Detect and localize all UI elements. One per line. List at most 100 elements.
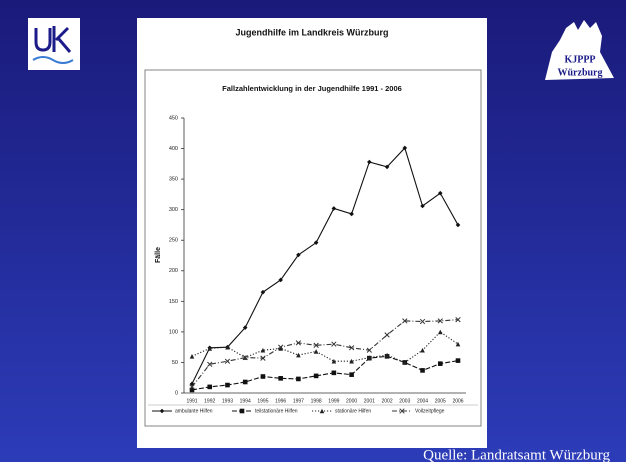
data-point <box>455 317 461 323</box>
data-point <box>455 222 461 228</box>
series-line <box>191 331 459 364</box>
x-tick-label: 2003 <box>399 398 410 404</box>
x-tick-label: 1999 <box>328 398 339 404</box>
y-tick-label: 0 <box>175 390 178 396</box>
legend-marker <box>399 408 405 414</box>
data-point <box>278 346 283 351</box>
legend-label: ambulante Hilfen <box>175 408 213 414</box>
data-point <box>367 355 372 360</box>
data-point <box>402 360 408 365</box>
data-point <box>384 332 390 338</box>
panel <box>137 18 487 448</box>
data-point <box>313 342 319 348</box>
source: Quelle: Landratsamt Würzburg <box>423 447 610 462</box>
data-point <box>189 387 195 393</box>
data-point <box>384 352 390 358</box>
data-point <box>437 318 443 324</box>
logo-text: Würzburg <box>558 67 603 78</box>
x-tick-label: 1991 <box>186 398 197 404</box>
y-tick-label: 250 <box>169 238 178 244</box>
x-tick-label: 1994 <box>240 398 251 404</box>
data-point <box>242 379 248 385</box>
data-point <box>420 203 425 209</box>
data-point <box>455 341 461 347</box>
data-point <box>349 358 354 364</box>
y-axis-label: Fälle <box>155 247 162 263</box>
data-point <box>207 346 213 351</box>
logo-text: KJPPP <box>564 54 595 65</box>
data-point <box>420 347 425 353</box>
x-tick-label: 2001 <box>364 398 375 404</box>
y-tick-label: 400 <box>169 146 178 152</box>
data-point <box>278 344 284 350</box>
data-point <box>331 370 337 376</box>
y-tick-label: 450 <box>169 115 178 121</box>
data-point <box>260 355 266 361</box>
data-point <box>420 368 425 373</box>
x-tick-label: 2005 <box>435 398 446 404</box>
y-tick-label: 200 <box>169 268 178 274</box>
x-tick-label: 2006 <box>452 398 463 404</box>
x-tick-label: 2002 <box>382 398 393 404</box>
y-tick-label: 100 <box>169 329 178 335</box>
data-point <box>384 164 390 170</box>
data-point <box>242 325 248 330</box>
data-point <box>455 358 461 363</box>
y-tick-label: 350 <box>169 177 178 183</box>
data-point <box>331 341 337 347</box>
data-point <box>437 361 443 366</box>
logo-right: KJPPP Würzburg <box>545 20 614 80</box>
data-point <box>331 358 337 364</box>
data-point <box>260 289 266 295</box>
data-point <box>260 374 266 379</box>
data-point <box>189 354 195 359</box>
data-point <box>242 354 248 361</box>
legend-marker <box>319 408 325 414</box>
series-line <box>191 146 459 385</box>
data-point <box>437 329 443 335</box>
data-point <box>349 211 354 217</box>
data-point <box>348 345 355 351</box>
data-point <box>331 206 337 211</box>
legend-label: teilstationäre Hilfen <box>255 408 298 414</box>
data-point <box>402 318 408 324</box>
data-point <box>278 376 283 381</box>
x-tick-label: 2004 <box>417 398 428 404</box>
data-point <box>313 240 319 245</box>
data-point <box>313 373 319 379</box>
data-point <box>402 145 408 151</box>
data-point <box>349 372 354 377</box>
x-tick-label: 1997 <box>293 398 304 404</box>
data-point <box>207 361 213 367</box>
x-tick-label: 1998 <box>311 398 322 404</box>
chart-frame <box>144 69 482 427</box>
x-tick-label: 1996 <box>275 398 286 404</box>
logo-left <box>28 18 80 70</box>
data-point <box>189 384 195 390</box>
legend-marker <box>239 408 245 414</box>
legend-label: Vollzeitpflege <box>415 408 445 414</box>
x-tick-label: 2000 <box>346 398 357 404</box>
data-point <box>419 318 426 325</box>
chart-title: Fallzahlentwicklung in der Jugendhilfe 1… <box>222 84 402 93</box>
x-tick-label: 1992 <box>204 398 215 404</box>
y-tick-label: 300 <box>169 207 178 213</box>
y-tick-label: 50 <box>172 360 178 366</box>
data-point <box>260 347 266 353</box>
slide-title: Jugendhilfe im Landkreis Würzburg <box>235 27 388 37</box>
data-point <box>367 159 372 165</box>
data-point <box>437 190 443 196</box>
data-point <box>207 384 213 390</box>
data-point <box>224 358 231 364</box>
data-point <box>278 277 283 283</box>
data-point <box>225 344 230 350</box>
series-line <box>191 355 459 391</box>
data-point <box>313 349 319 354</box>
legend-marker <box>159 408 165 414</box>
data-point <box>296 376 301 382</box>
x-tick-label: 1995 <box>257 398 268 404</box>
data-point <box>296 252 301 258</box>
data-point <box>225 382 230 388</box>
